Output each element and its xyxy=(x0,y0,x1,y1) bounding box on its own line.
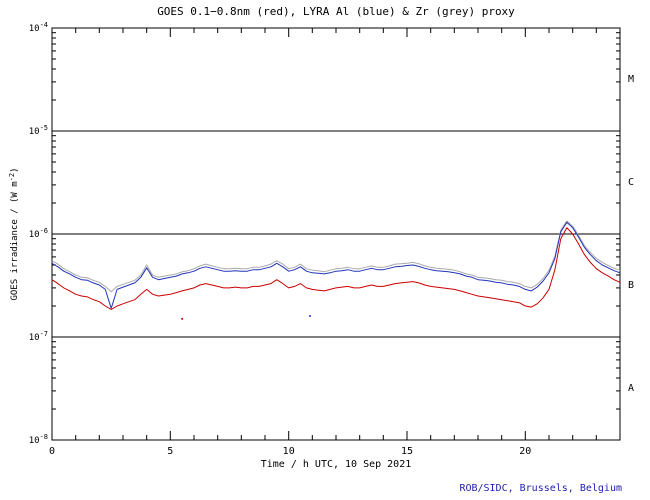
y-tick-label: 10-8 xyxy=(29,433,48,446)
y-axis-label: GOES irradiance / (W m-2) xyxy=(8,167,20,300)
x-tick-label: 15 xyxy=(401,446,413,457)
x-tick-label: 0 xyxy=(49,446,55,457)
series-line-0 xyxy=(51,220,621,293)
chart-title: GOES 0.1−0.8nm (red), LYRA Al (blue) & Z… xyxy=(157,5,515,18)
flare-class-label-A: A xyxy=(628,383,634,394)
stray-data-point xyxy=(309,315,311,317)
y-tick-label: 10-6 xyxy=(29,227,48,240)
stray-data-point xyxy=(181,317,184,320)
y-tick-label: 10-7 xyxy=(29,330,48,343)
series-line-2 xyxy=(51,227,621,310)
flare-class-label-B: B xyxy=(628,280,634,291)
y-tick-label: 10-4 xyxy=(29,21,48,34)
x-tick-label: 10 xyxy=(283,446,295,457)
x-tick-label: 5 xyxy=(167,446,173,457)
x-axis-label: Time / h UTC, 10 Sep 2021 xyxy=(261,459,412,470)
series-line-1 xyxy=(51,221,621,309)
flare-class-label-C: C xyxy=(628,177,634,188)
credit-text: ROB/SIDC, Brussels, Belgium xyxy=(459,483,622,494)
flare-class-label-M: M xyxy=(628,74,634,85)
y-tick-label: 10-5 xyxy=(29,124,48,137)
plot-area: 0 5 10 15 20 10-4 10-5 10-6 10-7 10-8 M C B A GOES irr… xyxy=(8,21,634,457)
x-tick-label: 20 xyxy=(519,446,531,457)
